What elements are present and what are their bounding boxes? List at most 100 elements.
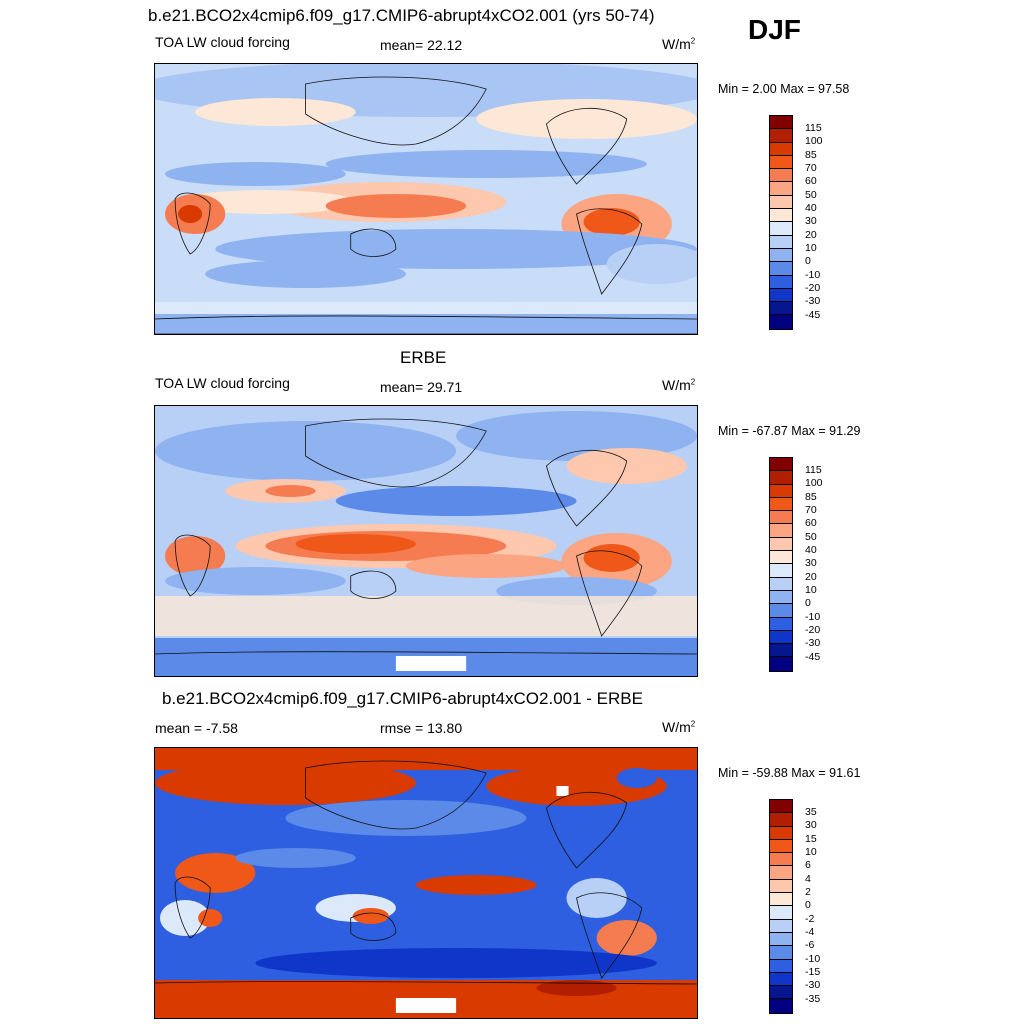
colorbar-swatch: [770, 959, 792, 973]
colorbar-tick: 6: [805, 859, 811, 871]
colorbar-swatch: [770, 604, 792, 618]
colorbar-swatch: [770, 484, 792, 498]
colorbar-tick: 0: [805, 899, 811, 911]
colorbar-swatch: [770, 458, 792, 472]
colorbar-swatch: [770, 511, 792, 525]
colorbar-swatch: [770, 537, 792, 552]
panel2-title: ERBE: [400, 348, 447, 367]
colorbar-tick: 4: [805, 873, 811, 885]
colorbar-swatch: [770, 302, 792, 316]
colorbar-swatch: [770, 893, 792, 907]
colorbar-tick: 50: [805, 531, 817, 543]
colorbar-tick: 30: [805, 557, 817, 569]
colorbar-swatch: [770, 275, 792, 289]
colorbar-tick: -35: [805, 993, 821, 1005]
panel2-minmax: Min = -67.87 Max = 91.29: [718, 424, 861, 438]
colorbar-tick: -20: [805, 282, 821, 294]
colorbar-tick: -20: [805, 624, 821, 636]
colorbar-tick: 0: [805, 597, 811, 609]
colorbar-swatch: [770, 617, 792, 631]
colorbar-tick: 60: [805, 517, 817, 529]
colorbar-swatch: [770, 564, 792, 578]
colorbar-tick: 30: [805, 819, 817, 831]
panel1-minmax: Min = 2.00 Max = 97.58: [718, 82, 850, 96]
panel2-colorbar: [769, 457, 793, 672]
colorbar-swatch: [770, 590, 792, 605]
panel2-map: [154, 405, 698, 677]
colorbar-tick: -10: [805, 953, 821, 965]
colorbar-tick: 20: [805, 571, 817, 583]
colorbar-swatch: [770, 919, 792, 933]
panel2-mean-label: mean= 29.71: [380, 379, 463, 395]
colorbar-tick: 30: [805, 215, 817, 227]
colorbar-tick: -45: [805, 651, 821, 663]
colorbar-tick: 70: [805, 504, 817, 516]
colorbar-tick: 35: [805, 806, 817, 818]
colorbar-tick: 10: [805, 846, 817, 858]
colorbar-swatch: [770, 853, 792, 867]
colorbar-tick: 2: [805, 886, 811, 898]
colorbar-tick: 85: [805, 149, 817, 161]
panel3-minmax: Min = -59.88 Max = 91.61: [718, 766, 861, 780]
season-label: DJF: [748, 14, 801, 45]
colorbar-tick: 40: [805, 544, 817, 556]
panel1-title: b.e21.BCO2x4cmip6.f09_g17.CMIP6-abrupt4x…: [148, 6, 655, 25]
colorbar-swatch: [770, 813, 792, 827]
panel2-contour-field: [155, 406, 697, 676]
colorbar-swatch: [770, 999, 792, 1013]
colorbar-tick: 40: [805, 202, 817, 214]
colorbar-tick: -6: [805, 939, 815, 951]
colorbar-swatch: [770, 142, 792, 156]
colorbar-tick: 60: [805, 175, 817, 187]
colorbar-swatch: [770, 839, 792, 854]
panel1-units: W/m2: [662, 36, 696, 52]
panel2-units: W/m2: [662, 377, 696, 393]
panel3-rmse-label: rmse = 13.80: [380, 720, 463, 736]
panel1-map: [154, 63, 698, 335]
colorbar-tick: -30: [805, 979, 821, 991]
colorbar-tick: -4: [805, 926, 815, 938]
colorbar-swatch: [770, 932, 792, 947]
colorbar-swatch: [770, 644, 792, 658]
colorbar-swatch: [770, 497, 792, 512]
colorbar-tick: 85: [805, 491, 817, 503]
colorbar-swatch: [770, 826, 792, 840]
colorbar-swatch: [770, 657, 792, 671]
colorbar-swatch: [770, 524, 792, 538]
colorbar-swatch: [770, 182, 792, 196]
colorbar-tick: 115: [805, 122, 822, 134]
panel3-contour-field: [155, 748, 697, 1018]
panel3-left-label: mean = -7.58: [155, 720, 238, 736]
colorbar-swatch: [770, 248, 792, 263]
colorbar-swatch: [770, 116, 792, 130]
colorbar-swatch: [770, 155, 792, 170]
colorbar-swatch: [770, 209, 792, 223]
panel3-map: [154, 747, 698, 1019]
colorbar-swatch: [770, 866, 792, 880]
colorbar-swatch: [770, 315, 792, 329]
colorbar-swatch: [770, 972, 792, 987]
colorbar-swatch: [770, 262, 792, 276]
colorbar-swatch: [770, 471, 792, 485]
colorbar-tick: 50: [805, 189, 817, 201]
colorbar-swatch: [770, 906, 792, 920]
colorbar-swatch: [770, 222, 792, 236]
colorbar-swatch: [770, 986, 792, 1000]
colorbar-tick: -15: [805, 966, 821, 978]
colorbar-tick: -10: [805, 269, 821, 281]
colorbar-tick: -10: [805, 611, 821, 623]
colorbar-tick: 20: [805, 229, 817, 241]
colorbar-tick: 15: [805, 833, 817, 845]
panel1-left-label: TOA LW cloud forcing: [155, 34, 290, 50]
colorbar-tick: 100: [805, 477, 823, 489]
colorbar-swatch: [770, 129, 792, 143]
panel3-title: b.e21.BCO2x4cmip6.f09_g17.CMIP6-abrupt4x…: [162, 689, 643, 708]
panel1-colorbar: [769, 115, 793, 330]
colorbar-swatch: [770, 630, 792, 645]
colorbar-swatch: [770, 551, 792, 565]
panel1-contour-field: [155, 64, 697, 334]
colorbar-tick: 115: [805, 464, 822, 476]
colorbar-tick: 10: [805, 584, 817, 596]
colorbar-swatch: [770, 195, 792, 210]
colorbar-swatch: [770, 235, 792, 249]
